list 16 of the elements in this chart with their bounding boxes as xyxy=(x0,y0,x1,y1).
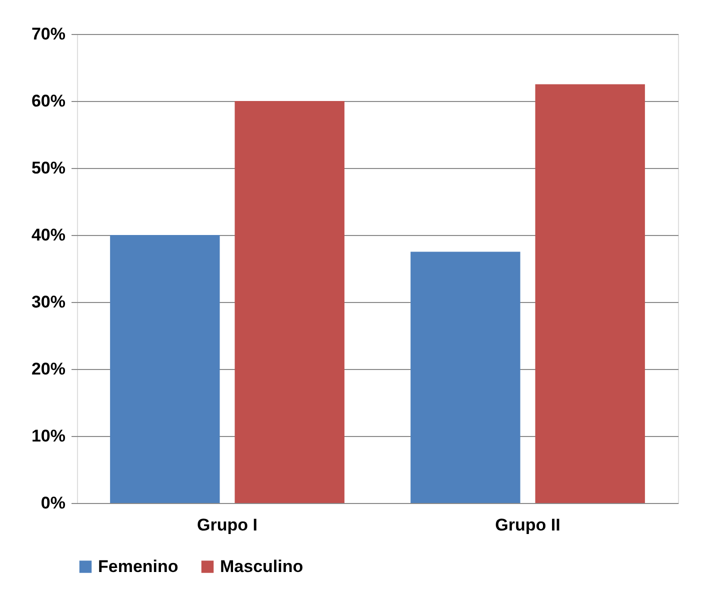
x-tick-label: Grupo I xyxy=(197,516,258,534)
bar xyxy=(110,235,220,503)
bar xyxy=(410,252,520,503)
bar xyxy=(234,101,344,503)
y-tick-label: 40% xyxy=(31,226,66,244)
x-tick-label: Grupo II xyxy=(495,516,560,534)
legend-label: Femenino xyxy=(98,556,178,576)
bar xyxy=(535,84,645,503)
y-tick-label: 70% xyxy=(31,24,66,44)
y-tick-label: 20% xyxy=(31,360,66,378)
y-tick-label: 60% xyxy=(31,92,66,110)
legend-label: Masculino xyxy=(220,556,304,576)
y-tick-label: 30% xyxy=(31,292,66,312)
y-tick-label: 50% xyxy=(31,158,66,178)
y-tick-label: 10% xyxy=(31,426,66,446)
y-tick-label: 0% xyxy=(40,494,66,512)
